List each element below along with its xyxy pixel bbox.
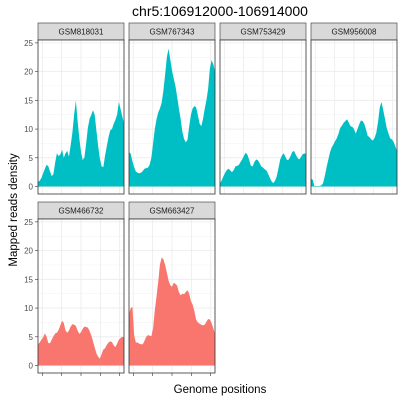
y-axis-title: Mapped reads density [8,153,20,266]
x-axis-title: Genome positions [174,384,267,396]
area-GSM663427 [129,257,215,366]
y-tick-label: 15 [24,275,33,284]
chart-title: chr5:106912000-106914000 [132,3,308,19]
strip-label-GSM956008: GSM956008 [332,28,377,37]
panel-border [310,39,398,195]
facet-panel-GSM753429: GSM753429 [219,22,307,195]
y-tick-label: 5 [29,154,34,163]
facet-panel-GSM956008: GSM956008 [310,22,398,195]
y-tick-label: 20 [24,247,33,256]
strip-label-GSM818031: GSM818031 [59,28,104,37]
panel-border [37,39,125,195]
y-tick-label: 15 [24,96,33,105]
strip-label-GSM466732: GSM466732 [59,207,104,216]
area-GSM767343 [129,48,215,187]
panel-border [128,39,216,195]
area-GSM753429 [220,150,306,187]
area-GSM818031 [38,100,124,187]
area-GSM466732 [38,320,124,366]
y-tick-label: 0 [29,183,34,192]
area-GSM956008 [311,102,397,187]
y-tick-label: 0 [29,362,34,371]
y-tick-label: 25 [24,218,33,227]
strip-label-GSM767343: GSM767343 [150,28,195,37]
facet-panel-GSM466732: GSM466732 0 5 10 15 20 25 [24,201,125,376]
y-tick-label: 25 [24,39,33,48]
y-tick-label: 10 [24,125,33,134]
facet-panel-GSM767343: GSM767343 [128,22,216,195]
y-tick-label: 5 [29,333,34,342]
panel-border [219,39,307,195]
strip-label-GSM663427: GSM663427 [150,207,195,216]
strip-label-GSM753429: GSM753429 [241,28,286,37]
y-tick-label: 20 [24,68,33,77]
facet-panels: GSM818031 0 5 10 15 20 25 GSM767343 GSM753429 GSM… [24,22,398,376]
y-tick-label: 10 [24,304,33,313]
facet-panel-GSM818031: GSM818031 0 5 10 15 20 25 [24,22,125,195]
facet-panel-GSM663427: GSM663427 [128,201,216,376]
